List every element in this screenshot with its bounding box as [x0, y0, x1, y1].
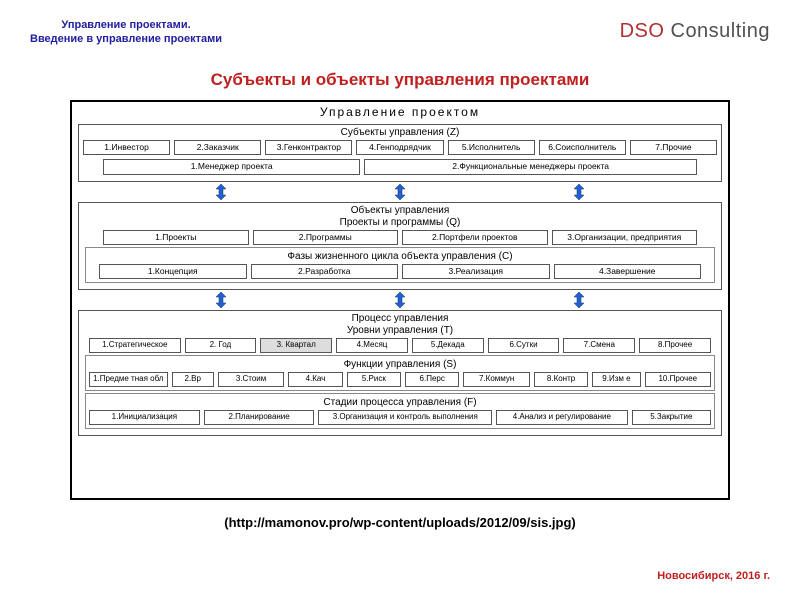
cell: 7.Коммун	[463, 372, 529, 387]
diagram-main-title: Управление проектом	[72, 102, 728, 122]
cell: 9.Изм е	[592, 372, 640, 387]
section2-row1: 1.Проекты 2.Программы 2.Портфели проекто…	[103, 230, 697, 245]
section2-sub2-title: Фазы жизненного цикла объекта управления…	[89, 251, 711, 262]
logo: DSO Consulting	[620, 20, 770, 43]
logo-dso: DSO	[620, 20, 665, 42]
arrows-1	[132, 184, 668, 200]
section2-sub1-title: Проекты и программы (Q)	[83, 217, 717, 228]
section3-row1: 1.Стратегическое 2. Год 3. Квартал 4.Мес…	[89, 338, 711, 353]
cell: 8.Контр	[534, 372, 588, 387]
section1-title: Субъекты управления (Z)	[83, 127, 717, 138]
cell: 5.Закрытие	[632, 410, 711, 425]
section-process: Процесс управления Уровни управления (T)…	[78, 310, 722, 435]
section-objects: Объекты управления Проекты и программы (…	[78, 202, 722, 291]
cell: 2.Вр	[172, 372, 214, 387]
source-caption: (http://mamonov.pro/wp-content/uploads/2…	[0, 515, 800, 530]
double-arrow-icon	[214, 292, 228, 308]
section2-title: Объекты управления	[83, 205, 717, 216]
section-subjects: Субъекты управления (Z) 1.Инвестор 2.Зак…	[78, 124, 722, 182]
cell: 2.Функциональные менеджеры проекта	[364, 159, 697, 174]
cell: 2.Разработка	[251, 264, 399, 279]
section3-row3: 1.Инициализация 2.Планирование 3.Организ…	[89, 410, 711, 425]
double-arrow-icon	[393, 184, 407, 200]
cell: 2.Портфели проектов	[402, 230, 548, 245]
page-title: Субъекты и объекты управления проектами	[0, 70, 800, 90]
cell: 3.Реализация	[402, 264, 550, 279]
header-line1: Управление проектами.	[30, 18, 222, 32]
arrows-2	[132, 292, 668, 308]
cell: 2. Год	[185, 338, 257, 353]
cell: 1.Стратегическое	[89, 338, 181, 353]
section3-sub3-title: Стадии процесса управления (F)	[89, 397, 711, 408]
double-arrow-icon	[393, 292, 407, 308]
cell: 7.Смена	[563, 338, 635, 353]
logo-consulting: Consulting	[664, 20, 770, 42]
section1-row2: 1.Менеджер проекта 2.Функциональные мене…	[103, 159, 697, 174]
section2-row2: 1.Концепция 2.Разработка 3.Реализация 4.…	[99, 264, 701, 279]
header-subtitle: Управление проектами. Введение в управле…	[30, 18, 222, 47]
cell: 5.Декада	[412, 338, 484, 353]
cell: 6.Перс	[405, 372, 459, 387]
cell: 3. Квартал	[260, 338, 332, 353]
section3-title: Процесс управления	[83, 313, 717, 324]
section3-sub1-title: Уровни управления (T)	[83, 325, 717, 336]
cell: 5.Риск	[347, 372, 401, 387]
double-arrow-icon	[572, 184, 586, 200]
section3-sub2: Функции управления (S) 1.Предме тная обл…	[85, 355, 715, 391]
double-arrow-icon	[572, 292, 586, 308]
cell: 1.Проекты	[103, 230, 249, 245]
cell: 1.Предме тная обл	[89, 372, 168, 387]
section3-row2: 1.Предме тная обл 2.Вр 3.Стоим 4.Кач 5.Р…	[89, 372, 711, 387]
cell: 1.Инвестор	[83, 140, 170, 155]
footer-location: Новосибирск, 2016 г.	[657, 570, 770, 582]
header-line2: Введение в управление проектами	[30, 32, 222, 46]
section2-sub2: Фазы жизненного цикла объекта управления…	[85, 247, 715, 283]
cell: 4.Месяц	[336, 338, 408, 353]
cell: 6.Сутки	[488, 338, 560, 353]
cell: 4.Генподрядчик	[356, 140, 443, 155]
cell: 3.Организации, предприятия	[552, 230, 698, 245]
diagram-container: Управление проектом Субъекты управления …	[70, 100, 730, 500]
cell: 1.Концепция	[99, 264, 247, 279]
cell: 3.Генконтрактор	[265, 140, 352, 155]
cell: 4.Завершение	[554, 264, 702, 279]
cell: 3.Организация и контроль выполнения	[318, 410, 492, 425]
cell: 7.Прочие	[630, 140, 717, 155]
cell: 3.Стоим	[218, 372, 284, 387]
cell: 10.Прочее	[645, 372, 711, 387]
cell: 8.Прочее	[639, 338, 711, 353]
cell: 4.Анализ и регулирование	[496, 410, 628, 425]
cell: 1.Инициализация	[89, 410, 200, 425]
cell: 2.Заказчик	[174, 140, 261, 155]
cell: 2.Программы	[253, 230, 399, 245]
cell: 6.Соисполнитель	[539, 140, 626, 155]
cell: 5.Исполнитель	[448, 140, 535, 155]
section1-row1: 1.Инвестор 2.Заказчик 3.Генконтрактор 4.…	[83, 140, 717, 155]
cell: 1.Менеджер проекта	[103, 159, 360, 174]
section3-sub3: Стадии процесса управления (F) 1.Инициал…	[85, 393, 715, 429]
cell: 4.Кач	[288, 372, 342, 387]
double-arrow-icon	[214, 184, 228, 200]
section3-sub2-title: Функции управления (S)	[89, 359, 711, 370]
cell: 2.Планирование	[204, 410, 315, 425]
